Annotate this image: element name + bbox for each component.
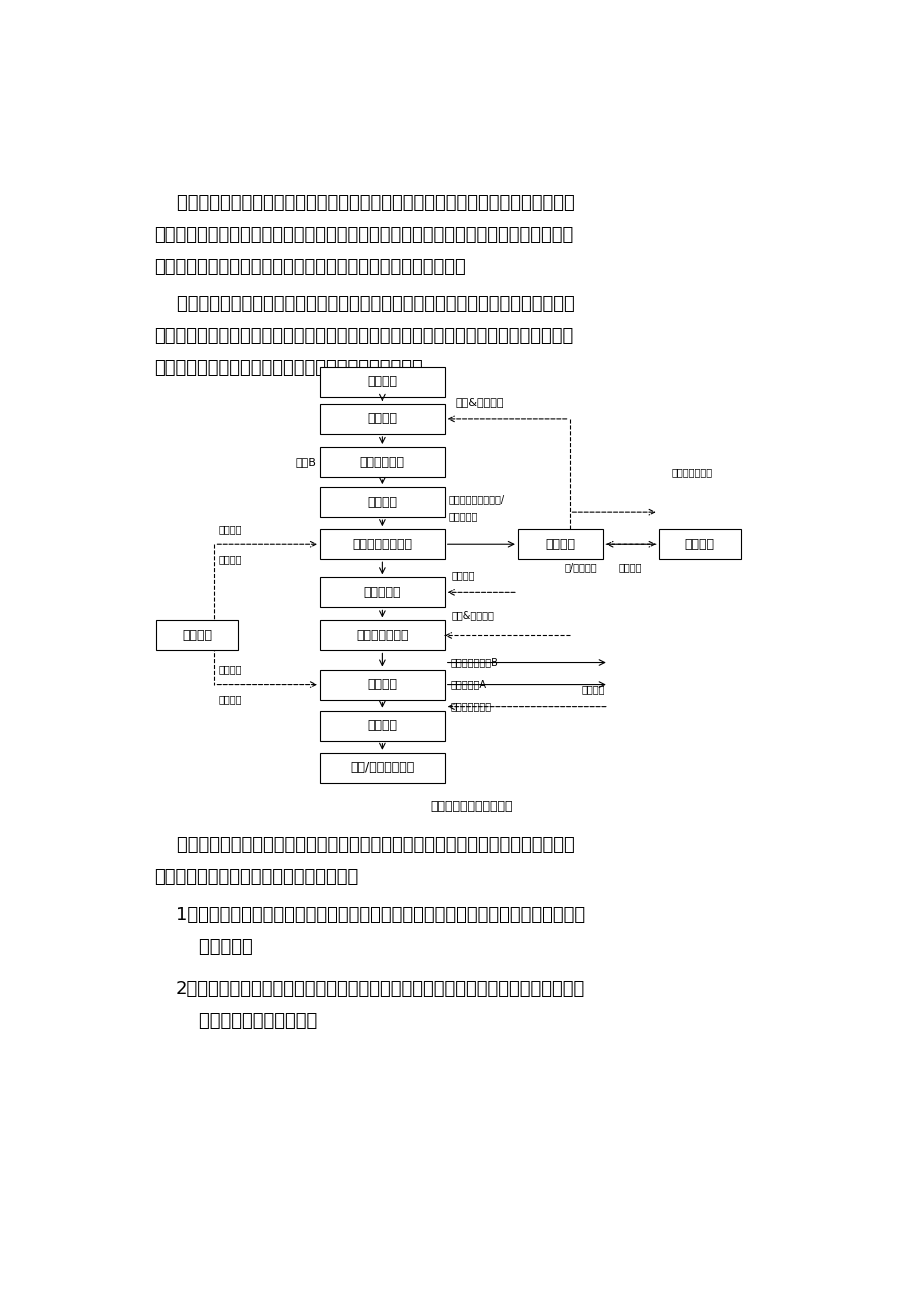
Text: 结算银行: 结算银行	[182, 629, 211, 642]
Text: 仓储物流: 仓储物流	[545, 538, 575, 551]
Text: 统钢铁贸易实际相融合的结晶，给钢厂、贸易商、钢铁消费者、仓储加工中心、运输商、: 统钢铁贸易实际相融合的结晶，给钢厂、贸易商、钢铁消费者、仓储加工中心、运输商、	[154, 227, 573, 245]
Text: 上和网下综合服务能力。: 上和网下综合服务能力。	[176, 1013, 316, 1030]
Text: 打印提货单: 打印提货单	[363, 586, 401, 599]
Text: 发票管理: 发票管理	[367, 719, 397, 732]
Text: 网上选货开单: 网上选货开单	[359, 456, 404, 469]
Text: 货款清算: 货款清算	[367, 678, 397, 691]
Bar	[320, 487, 444, 517]
Text: 达成成交: 达成成交	[367, 496, 397, 509]
Text: 质押物价值信息: 质押物价值信息	[671, 467, 712, 477]
Text: 电子商务系统包含网上信息发布系统、交易基本业务系统、质押授信监管业务系统，: 电子商务系统包含网上信息发布系统、交易基本业务系统、质押授信监管业务系统，	[154, 294, 574, 312]
Text: 向钢铁网支付货款: 向钢铁网支付货款	[352, 538, 412, 551]
Text: 会员&资源入库: 会员&资源入库	[455, 397, 504, 406]
Text: 清算结果: 清算结果	[218, 694, 242, 704]
Text: 质/解正信息: 质/解正信息	[563, 562, 596, 573]
Text: 电子商务平台加快了第二部分列举的钢材市场要发展的八个要素或能力的建设，提升: 电子商务平台加快了第二部分列举的钢材市场要发展的八个要素或能力的建设，提升	[154, 836, 574, 854]
Text: 仓储加工配送等物流配套系统、下图实线部分为交易业务基本流程，左边虚线部分为网上: 仓储加工配送等物流配套系统、下图实线部分为交易业务基本流程，左边虚线部分为网上	[154, 327, 573, 345]
Bar	[320, 577, 444, 607]
Bar	[517, 529, 603, 560]
Text: 会员B: 会员B	[295, 457, 316, 467]
Text: 会员&资源出库: 会员&资源出库	[451, 611, 494, 621]
Bar	[320, 529, 444, 560]
Text: 对帐/接口数据发送: 对帐/接口数据发送	[350, 762, 414, 775]
Text: 质押资源（现货质押/: 质押资源（现货质押/	[448, 495, 504, 504]
Text: 2、提升钢材市场档次，实现钢材市场和网上钢材市场的完美结合，提升了对客户的网: 2、提升钢材市场档次，实现钢材市场和网上钢材市场的完美结合，提升了对客户的网	[176, 980, 584, 999]
Bar	[320, 711, 444, 741]
Text: 1、利用从平面型向立体型转变，仓储地产向仓储地产和商业地产的转变，提高了土地: 1、利用从平面型向立体型转变，仓储地产向仓储地产和商业地产的转变，提高了土地	[176, 906, 584, 924]
Text: 钢铁网交易流程关系简图: 钢铁网交易流程关系简图	[430, 799, 512, 812]
Text: 资源挂牌: 资源挂牌	[367, 413, 397, 426]
Bar	[658, 529, 740, 560]
Text: 支付结果: 支付结果	[218, 525, 242, 534]
Text: 提单信息: 提单信息	[451, 570, 475, 581]
Text: 清算请求: 清算请求	[218, 664, 242, 674]
Text: 质押指令: 质押指令	[618, 562, 641, 573]
Bar	[320, 753, 444, 783]
Text: 支付请求: 支付请求	[218, 555, 242, 564]
Bar	[156, 621, 238, 651]
Bar	[320, 404, 444, 434]
Text: 贷款余款给会员B: 贷款余款给会员B	[450, 658, 498, 668]
Text: 还贷信息: 还贷信息	[581, 685, 605, 694]
Text: 会员开户: 会员开户	[367, 375, 397, 388]
Bar	[320, 447, 444, 477]
Text: 信贷银行: 信贷银行	[684, 538, 714, 551]
Text: 电子商务平台是以互联网、电子商务、网上银行、身份认证等先进思想和技术，与传: 电子商务平台是以互联网、电子商务、网上银行、身份认证等先进思想和技术，与传	[154, 194, 574, 212]
Text: 提单货完成确认: 提单货完成确认	[356, 629, 408, 642]
Bar	[320, 367, 444, 397]
Text: 了钢材市场对各个要素或能力的整合能力：: 了钢材市场对各个要素或能力的整合能力：	[154, 868, 358, 887]
Text: 货款给会员A: 货款给会员A	[450, 680, 486, 690]
Text: 结算和信贷银行提供的专业性安全高效的钢铁现货交易平台系统。: 结算和信贷银行提供的专业性安全高效的钢铁现货交易平台系统。	[154, 259, 465, 276]
Bar	[320, 669, 444, 699]
Bar	[320, 621, 444, 651]
Text: 质押物货款还贷: 质押物货款还贷	[450, 702, 491, 712]
Text: 贷前质押）: 贷前质押）	[448, 512, 477, 521]
Text: 综合收益。: 综合收益。	[176, 939, 252, 956]
Text: 银行结算流程，右边虚线部分为质押授信监管业务流程：: 银行结算流程，右边虚线部分为质押授信监管业务流程：	[154, 359, 423, 376]
